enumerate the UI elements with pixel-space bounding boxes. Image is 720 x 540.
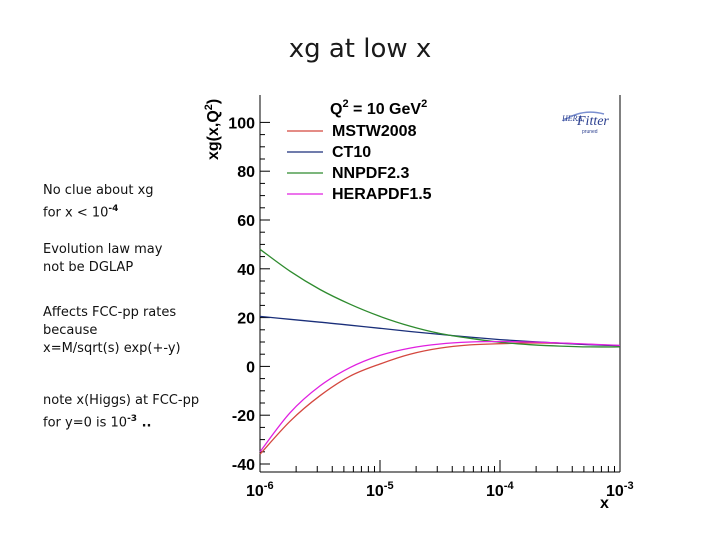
legend-label-mstw2008: MSTW2008: [332, 123, 417, 140]
x-axis-ticks: 10-6 10-5 10-4 10-3: [246, 460, 634, 500]
note-higgs-suffix: ..: [137, 415, 152, 431]
series-line-mstw2008: [259, 342, 621, 455]
legend-header-gev-sup: 2: [421, 98, 427, 110]
legend-header-q: Q: [330, 101, 342, 118]
series-line-herapdf15: [259, 340, 621, 453]
y-axis-title: xg(x,Q2): [203, 99, 222, 160]
y-tick-label: -20: [232, 408, 255, 425]
note-evolution-line2: not be DGLAP: [43, 260, 134, 275]
x-axis-title: x: [600, 495, 609, 512]
y-tick-label: 40: [237, 262, 255, 279]
herafitter-logo-sub: pruned: [582, 129, 598, 135]
note-higgs-line1: note x(Higgs) at FCC-pp: [43, 393, 200, 408]
legend: Q2 = 10 GeV2 MSTW2008 CT10 NNPDF2.3 HERA…: [287, 98, 432, 203]
x-tick-label: 10-6: [246, 480, 274, 500]
x-tick-exp: -5: [384, 480, 394, 492]
herafitter-logo-prefix: HERA: [561, 114, 583, 123]
note-no-clue-line2: for x < 10-4: [43, 200, 233, 222]
legend-header-q-sup: 2: [342, 98, 348, 110]
slide-title: xg at low x: [288, 34, 432, 64]
y-axis-ticks: -40 -20 0 20 40 60 80 100: [228, 115, 270, 474]
note-fcc-rates-line2: because: [43, 323, 98, 338]
herafitter-logo: HERA Fitter pruned: [561, 111, 609, 135]
x-tick-base: 10: [486, 483, 504, 500]
note-higgs-prefix: for y=0 is 10: [43, 415, 128, 431]
note-fcc-rates-line1: Affects FCC-pp rates: [43, 305, 177, 320]
x-tick-label: 10-5: [366, 480, 394, 500]
x-tick-label: 10-4: [486, 480, 514, 500]
x-tick-exp: -3: [624, 480, 634, 492]
y-axis-title-end: ): [205, 99, 222, 104]
legend-header-mid: = 10 GeV: [349, 101, 422, 118]
y-tick-label: 100: [228, 115, 255, 132]
x-tick-label: 10-3: [606, 480, 634, 500]
note-evolution: Evolution law may not be DGLAP: [43, 241, 233, 277]
note-higgs-line2: for y=0 is 10-3 ..: [43, 410, 233, 432]
x-tick-base: 10: [606, 483, 624, 500]
note-evolution-line1: Evolution law may: [43, 242, 163, 257]
legend-header: Q2 = 10 GeV2: [330, 98, 427, 118]
y-tick-label: -40: [232, 457, 255, 474]
x-tick-base: 10: [366, 483, 384, 500]
y-tick-label: 60: [237, 213, 255, 230]
series-lines: [259, 248, 621, 455]
y-axis-title-main: xg(x,Q: [205, 110, 222, 160]
legend-label-nnpdf23: NNPDF2.3: [332, 165, 409, 182]
note-no-clue-line1: No clue about xg: [43, 183, 154, 198]
series-line-ct10: [259, 315, 621, 347]
legend-label-ct10: CT10: [332, 144, 371, 161]
series-line-nnpdf23: [259, 248, 621, 348]
note-no-clue: No clue about xg for x < 10-4: [43, 182, 233, 222]
note-no-clue-exponent: -4: [108, 204, 119, 214]
y-tick-label: 20: [237, 311, 255, 328]
note-no-clue-prefix: for x < 10: [43, 205, 109, 221]
note-higgs-exponent: -3: [127, 414, 138, 424]
legend-label-herapdf15: HERAPDF1.5: [332, 186, 432, 203]
herafitter-logo-swoosh: [562, 111, 605, 122]
y-tick-label: 80: [237, 164, 255, 181]
note-fcc-rates: Affects FCC-pp rates because x=M/sqrt(s)…: [43, 304, 233, 358]
x-tick-exp: -6: [264, 480, 274, 492]
note-higgs: note x(Higgs) at FCC-pp for y=0 is 10-3 …: [43, 392, 233, 432]
note-fcc-rates-line3: x=M/sqrt(s) exp(+-y): [43, 341, 181, 356]
herafitter-logo-main: Fitter: [576, 114, 609, 129]
x-tick-base: 10: [246, 483, 264, 500]
y-tick-label: 0: [246, 359, 255, 376]
x-tick-exp: -4: [504, 480, 515, 492]
y-axis-title-sup: 2: [203, 104, 215, 110]
